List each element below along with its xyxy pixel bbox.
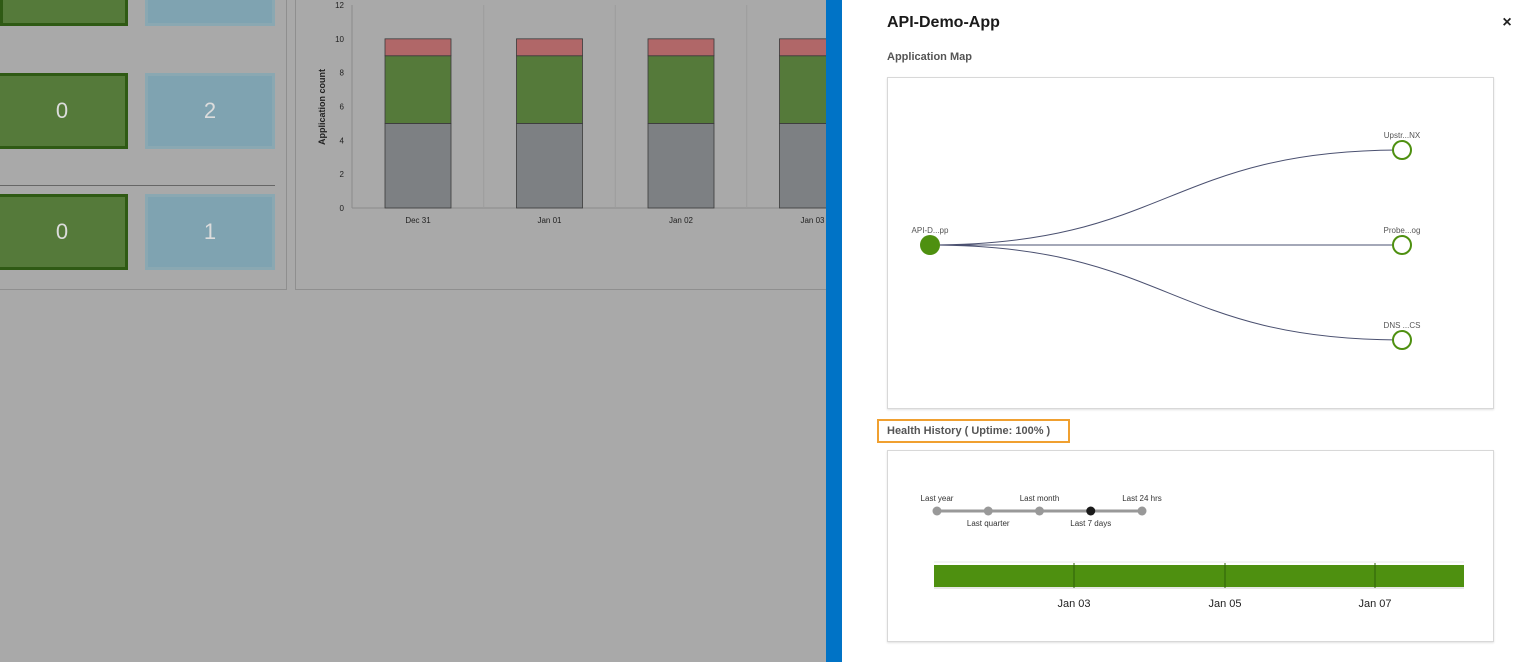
range-stop-label[interactable]: Last quarter: [967, 519, 1010, 528]
date-label: Jan 05: [1208, 598, 1241, 610]
status-tile: [145, 0, 275, 26]
tile-value: 1: [203, 219, 217, 244]
chart-panel: [295, 0, 826, 290]
target-node-label: DNS ...CS: [1384, 321, 1421, 330]
bar-segment: [647, 55, 715, 124]
y-axis-ticks: 0 2 4 6 8 10 12: [335, 1, 344, 213]
y-tick-label: 2: [340, 170, 345, 179]
y-tick-label: 6: [340, 103, 345, 112]
status-tile: 0: [0, 73, 128, 149]
bar-segment: [384, 123, 452, 209]
target-node-label: Probe...og: [1384, 226, 1421, 235]
x-tick-label: Jan 02: [669, 216, 694, 225]
bar-segment: [779, 38, 826, 57]
bar-segment: [779, 55, 826, 124]
range-stop[interactable]: [1035, 506, 1044, 516]
date-label: Jan 07: [1358, 598, 1391, 610]
app-map-label: Application Map: [887, 51, 972, 63]
y-tick-label: 10: [335, 35, 344, 44]
source-node[interactable]: [920, 235, 940, 255]
y-tick-label: 4: [340, 136, 345, 145]
bar-segment: [516, 123, 583, 209]
range-stop-label[interactable]: Last year: [921, 494, 954, 503]
background-page: 0 2 0 1 0 2 4 6 8 10 12 Dec 31 Jan 01 Jan 02 Jan …: [0, 0, 826, 290]
range-stop-label[interactable]: Last month: [1020, 494, 1060, 503]
tile-value: 0: [55, 219, 69, 244]
tiles-panel: [0, 0, 287, 290]
health-bar: [934, 565, 1464, 587]
health-history-card: Last year Last quarter Last month Last 7 da…: [887, 450, 1494, 642]
x-tick-label: Dec 31: [405, 216, 431, 225]
chart-grid: [351, 5, 826, 209]
bar-segment: [384, 38, 452, 57]
date-label: Jan 03: [1057, 598, 1090, 610]
range-stop[interactable]: [932, 506, 942, 516]
range-stop-label[interactable]: Last 24 hrs: [1122, 494, 1162, 503]
bar-segment: [647, 38, 715, 57]
tile-value: 0: [55, 98, 69, 123]
bar-segment: [779, 123, 826, 209]
x-tick-label: Jan 03: [800, 216, 825, 225]
application-count-chart: 0 2 4 6 8 10 12 Dec 31 Jan 01 Jan 02 Jan 03 Appli…: [317, 1, 826, 225]
status-tile: 1: [145, 194, 275, 270]
close-icon[interactable]: ×: [1502, 14, 1512, 31]
map-edge: [929, 244, 1403, 341]
bar-segment: [647, 123, 715, 209]
source-node-label: API-D...pp: [912, 226, 949, 235]
range-stop[interactable]: [1137, 506, 1147, 516]
range-stop-label[interactable]: Last 7 days: [1070, 519, 1111, 528]
target-node[interactable]: [1392, 235, 1412, 255]
divider: [0, 185, 275, 186]
map-edge: [929, 149, 1403, 246]
bar-segment: [384, 55, 452, 124]
y-tick-label: 12: [335, 1, 344, 10]
drawer-edge: [826, 0, 842, 662]
y-axis-label: Application count: [317, 69, 327, 145]
health-history-highlight: [877, 419, 1070, 443]
y-tick-label: 0: [340, 204, 345, 213]
application-map: API-D...pp Upstr...NX Probe...og DNS ...…: [887, 77, 1494, 409]
range-stop[interactable]: [1086, 506, 1096, 516]
health-history-label: Health History ( Uptime: 100% ): [887, 425, 1051, 437]
target-node-label: Upstr...NX: [1384, 131, 1421, 140]
x-tick-label: Jan 01: [537, 216, 562, 225]
drawer-title: API-Demo-App: [887, 14, 1000, 31]
tile-value: 2: [203, 98, 217, 123]
status-tile: [0, 0, 128, 26]
app-detail-drawer: API-Demo-App × Application Map API-D...p…: [842, 0, 1525, 662]
target-node[interactable]: [1392, 330, 1412, 350]
bar-segment: [516, 55, 583, 124]
status-tile: 2: [145, 73, 275, 149]
x-axis-ticks: Dec 31 Jan 01 Jan 02 Jan 03: [405, 216, 825, 225]
status-tile: 0: [0, 194, 128, 270]
bar-segment: [516, 38, 583, 57]
target-node[interactable]: [1392, 140, 1412, 160]
y-tick-label: 8: [340, 69, 345, 78]
chart-bars: [384, 38, 826, 209]
range-stop[interactable]: [983, 506, 993, 516]
